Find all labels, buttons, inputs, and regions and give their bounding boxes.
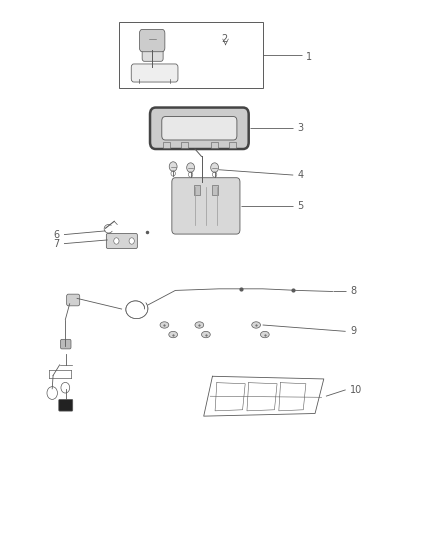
FancyBboxPatch shape xyxy=(131,64,178,82)
Circle shape xyxy=(211,163,219,172)
FancyBboxPatch shape xyxy=(172,177,240,234)
Circle shape xyxy=(114,238,119,244)
Text: 1: 1 xyxy=(306,52,312,61)
FancyBboxPatch shape xyxy=(150,108,249,149)
Bar xyxy=(211,142,218,149)
Text: 3: 3 xyxy=(297,123,304,133)
Circle shape xyxy=(187,163,194,172)
Ellipse shape xyxy=(169,332,177,338)
Bar xyxy=(194,184,200,195)
FancyBboxPatch shape xyxy=(142,43,163,61)
Text: 5: 5 xyxy=(297,201,304,211)
Bar xyxy=(212,184,218,195)
Text: 2: 2 xyxy=(221,34,227,44)
FancyBboxPatch shape xyxy=(106,233,138,248)
Bar xyxy=(119,22,263,88)
Ellipse shape xyxy=(195,322,204,328)
Text: 8: 8 xyxy=(350,286,356,296)
Text: 10: 10 xyxy=(350,385,362,395)
Ellipse shape xyxy=(160,322,169,328)
FancyBboxPatch shape xyxy=(60,340,71,349)
FancyBboxPatch shape xyxy=(162,117,237,140)
FancyBboxPatch shape xyxy=(140,29,165,52)
FancyBboxPatch shape xyxy=(67,294,80,306)
Text: 7: 7 xyxy=(53,239,60,248)
Bar xyxy=(163,142,170,149)
Circle shape xyxy=(129,238,134,244)
Text: 4: 4 xyxy=(297,170,304,180)
FancyBboxPatch shape xyxy=(59,399,73,411)
Bar xyxy=(229,142,236,149)
Ellipse shape xyxy=(261,332,269,338)
Text: 6: 6 xyxy=(53,230,60,240)
Text: 9: 9 xyxy=(350,326,356,336)
Ellipse shape xyxy=(252,322,261,328)
Circle shape xyxy=(169,162,177,171)
Bar xyxy=(180,142,187,149)
Ellipse shape xyxy=(201,332,210,338)
